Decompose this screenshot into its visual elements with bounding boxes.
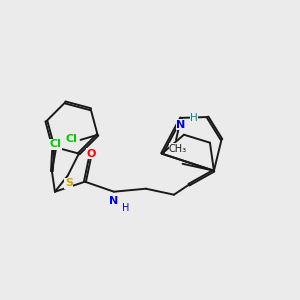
Text: H: H: [190, 113, 198, 123]
Text: H: H: [122, 203, 130, 213]
Text: S: S: [65, 178, 73, 188]
Text: Cl: Cl: [50, 139, 62, 149]
Text: O: O: [86, 149, 96, 159]
Text: N: N: [176, 120, 186, 130]
Text: CH₃: CH₃: [169, 144, 187, 154]
Text: N: N: [109, 196, 119, 206]
Text: Cl: Cl: [66, 134, 77, 144]
